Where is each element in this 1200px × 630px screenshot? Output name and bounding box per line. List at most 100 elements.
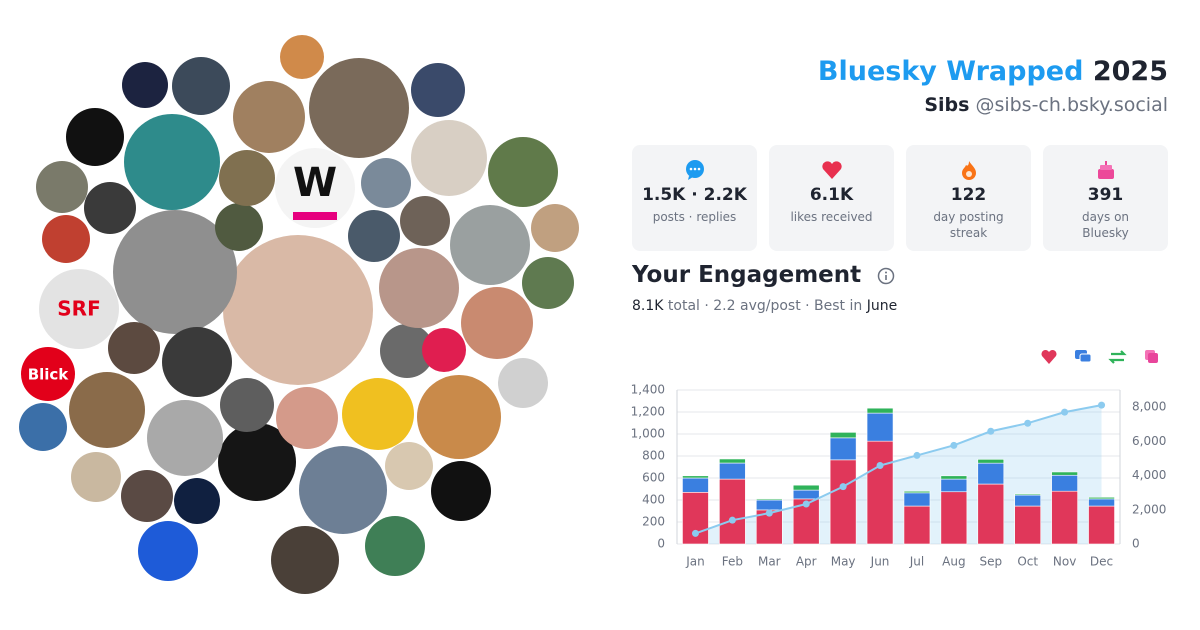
avatar[interactable] [84, 182, 136, 234]
bar-segment [1088, 505, 1115, 545]
avatar[interactable] [108, 322, 160, 374]
title: Bluesky Wrapped 2025 [818, 56, 1168, 87]
avatar[interactable] [531, 204, 579, 252]
avatar[interactable] [113, 210, 237, 334]
avatar[interactable] [207, 520, 263, 576]
stat-label: likes received [790, 210, 873, 224]
bar-segment [1014, 505, 1042, 545]
avatar[interactable] [223, 235, 373, 385]
line-point [1098, 401, 1106, 409]
avatar[interactable] [19, 403, 67, 451]
avatar[interactable] [365, 516, 425, 576]
bar-segment [866, 440, 894, 545]
avatar[interactable] [417, 375, 501, 459]
stat-value: 6.1K [809, 185, 854, 205]
stat-card: 1.5K · 2.2K posts · replies [632, 145, 757, 251]
x-tick-label: Jul [909, 555, 924, 569]
handle[interactable]: @sibs-ch.bsky.social [975, 94, 1168, 116]
engagement-chart: 0 200 400 600 800 1,000 1,200 1,400 0 2,000 4,000 6… [631, 383, 1167, 569]
avatar[interactable] [162, 327, 232, 397]
line-point [839, 483, 847, 491]
avatar[interactable] [379, 248, 459, 328]
bar-segment [940, 491, 968, 545]
avatar[interactable] [488, 137, 558, 207]
bar-segment [682, 477, 709, 493]
avatar[interactable] [450, 205, 530, 285]
avatar[interactable] [219, 150, 275, 206]
avatar[interactable] [71, 452, 121, 502]
avatar[interactable] [309, 58, 409, 158]
avatar[interactable] [122, 62, 168, 108]
avatar[interactable] [299, 446, 387, 534]
avatar[interactable] [361, 158, 411, 208]
avatar[interactable] [385, 442, 433, 490]
line-point [876, 461, 884, 469]
avatar[interactable] [348, 210, 400, 262]
avatar[interactable] [431, 461, 491, 521]
legend-icon[interactable] [1108, 350, 1127, 364]
avatar[interactable] [66, 108, 124, 166]
bar-segment [829, 432, 857, 439]
avatar[interactable] [233, 81, 305, 153]
chart-subtitle: 8.1K total · 2.2 avg/post · Best in June [632, 298, 897, 314]
avatar[interactable] [461, 287, 533, 359]
avatar[interactable] [218, 423, 296, 501]
avatar[interactable] [121, 470, 173, 522]
avatar[interactable] [21, 347, 75, 401]
bar-segment [940, 478, 968, 493]
avatar-cloud: SRF Blick W [19, 35, 579, 594]
avatar[interactable] [422, 328, 466, 372]
avatar[interactable] [400, 196, 450, 246]
y-tick-label: 1,400 [631, 383, 665, 397]
avatar[interactable] [36, 161, 88, 213]
avatar[interactable] [522, 257, 574, 309]
legend-icon[interactable] [1145, 350, 1158, 363]
legend-icon[interactable] [1075, 350, 1092, 363]
bar-segment [1051, 471, 1078, 476]
stat-label: day posting streak [933, 210, 1004, 240]
bar-segment [903, 505, 931, 545]
avatar[interactable] [172, 57, 230, 115]
info-icon[interactable] [877, 267, 895, 285]
bar-segment [755, 499, 783, 511]
x-tick-label: Apr [796, 555, 817, 569]
avatar[interactable] [411, 63, 465, 117]
avatar[interactable] [220, 378, 274, 432]
line-point [1061, 408, 1069, 416]
user-name: Sibs [924, 94, 970, 116]
avatar[interactable] [124, 114, 220, 210]
avatar[interactable] [276, 387, 338, 449]
avatar[interactable] [271, 526, 339, 594]
icon [686, 160, 704, 180]
avatar[interactable] [42, 215, 90, 263]
avatar-label: Blick [28, 366, 70, 384]
subtitle-part: total · 2.2 avg/post · Best in [667, 298, 863, 314]
avatar[interactable] [380, 324, 434, 378]
avatar[interactable] [275, 148, 355, 228]
x-tick-label: May [831, 555, 856, 569]
avatar[interactable] [174, 478, 220, 524]
line-point [802, 500, 810, 508]
avatar[interactable] [280, 35, 324, 79]
chart-title: Your Engagement [632, 262, 862, 288]
icon [962, 161, 976, 180]
avatar[interactable] [69, 372, 145, 448]
x-tick-label: Mar [758, 555, 781, 569]
avatar[interactable] [138, 521, 198, 581]
year: 2025 [1092, 56, 1168, 87]
avatar[interactable] [342, 378, 414, 450]
line-point [728, 516, 736, 524]
bar-segment [682, 475, 709, 479]
line-point [691, 529, 699, 537]
avatar[interactable] [147, 400, 223, 476]
bar-segment [1014, 494, 1042, 507]
avatar[interactable] [411, 120, 487, 196]
avatar[interactable] [39, 269, 119, 349]
avatar[interactable] [498, 358, 548, 408]
avatar[interactable] [215, 203, 263, 251]
y-tick-label: 1,000 [631, 427, 665, 441]
legend-icon[interactable] [1041, 349, 1057, 364]
line-point [913, 451, 921, 459]
bar-segment [829, 459, 857, 545]
